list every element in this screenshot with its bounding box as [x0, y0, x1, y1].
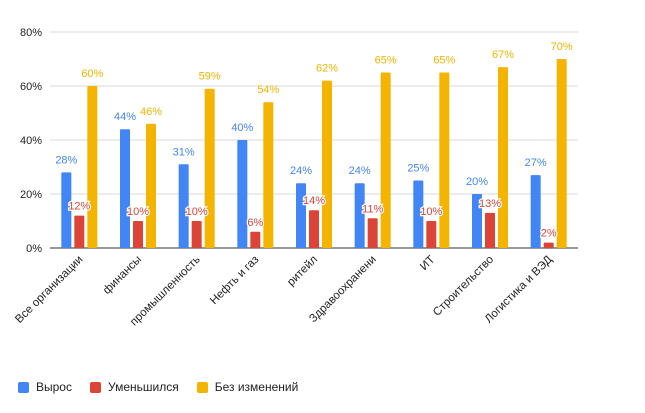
data-label: 28% — [55, 154, 77, 166]
bar — [74, 215, 85, 248]
bar — [191, 221, 202, 248]
legend-item-decreased: Уменьшился — [89, 380, 179, 394]
data-label: 24% — [349, 165, 371, 177]
x-tick-label: Все организации — [13, 254, 85, 326]
data-label: 24% — [290, 165, 312, 177]
bar — [530, 175, 541, 248]
y-tick-label: 80% — [20, 27, 42, 39]
bar — [439, 72, 450, 248]
x-tick-label: Нефть и газ — [208, 254, 261, 307]
legend-item-grew: Вырос — [18, 380, 72, 394]
data-label: 27% — [525, 157, 547, 169]
data-label: 20% — [466, 176, 488, 188]
data-label: 10% — [420, 206, 442, 218]
bar — [354, 183, 365, 248]
bar — [61, 172, 72, 248]
bar — [250, 231, 261, 248]
bars — [61, 59, 567, 248]
bar — [413, 180, 424, 248]
data-label: 13% — [479, 198, 501, 210]
x-tick-label: ИТ — [418, 254, 437, 273]
data-label: 62% — [316, 63, 338, 75]
legend: Вырос Уменьшился Без изменений — [18, 380, 298, 394]
data-label: 25% — [407, 163, 429, 175]
bar — [237, 140, 248, 248]
data-label: 11% — [362, 203, 383, 215]
legend-swatch-decreased — [89, 381, 101, 393]
bar — [133, 221, 143, 248]
y-tick-label: 0% — [26, 243, 42, 255]
legend-swatch-grew — [18, 381, 29, 393]
bar — [120, 129, 130, 248]
data-label: 12% — [68, 201, 90, 213]
bar — [263, 102, 274, 248]
legend-label-decreased: Уменьшился — [107, 380, 179, 394]
bar — [543, 242, 554, 248]
y-tick-label: 60% — [20, 81, 42, 93]
data-label: 2% — [541, 228, 557, 240]
data-label: 67% — [492, 49, 514, 61]
x-tick-label: ритейл — [285, 254, 320, 289]
bar — [426, 221, 437, 248]
data-label: 54% — [257, 84, 279, 96]
legend-label-unchanged: Без изменений — [214, 380, 299, 394]
data-label: 14% — [303, 195, 325, 207]
bar — [296, 183, 306, 248]
x-tick-label: Строительство — [431, 254, 496, 319]
data-label: 59% — [199, 71, 221, 83]
bar — [204, 88, 215, 248]
bar — [367, 218, 378, 248]
legend-item-unchanged: Без изменений — [196, 380, 299, 394]
bar — [322, 80, 332, 248]
x-tick-label: Здравоохранени — [307, 254, 379, 326]
data-label: 65% — [375, 55, 397, 67]
y-axis: 0% 20% 40% 60% 80% — [20, 27, 42, 255]
bar — [485, 212, 495, 248]
bar — [498, 67, 508, 248]
bar — [178, 164, 189, 248]
data-label: 70% — [551, 41, 573, 53]
data-label: 10% — [186, 206, 208, 218]
data-label: 31% — [173, 146, 195, 158]
data-label: 46% — [140, 106, 162, 118]
bar — [380, 72, 391, 248]
data-label: 6% — [247, 217, 263, 229]
data-label: 10% — [127, 206, 149, 218]
legend-swatch-unchanged — [196, 381, 208, 393]
data-label: 44% — [114, 111, 136, 123]
bar — [146, 123, 156, 248]
bar — [309, 210, 319, 248]
legend-label-grew: Вырос — [36, 380, 72, 394]
data-label: 40% — [231, 122, 253, 134]
y-tick-label: 40% — [20, 135, 42, 147]
bar — [556, 59, 567, 248]
data-label: 60% — [81, 68, 103, 80]
data-label: 65% — [433, 55, 455, 67]
x-tick-label: финансы — [101, 254, 144, 297]
bar — [472, 194, 482, 248]
y-tick-label: 20% — [20, 189, 42, 201]
bar — [87, 86, 98, 248]
data-labels: 28% 12% 60% 44% 10% 46% 31% 10% 59% 40% 6% 54% 24% 14… — [55, 41, 573, 241]
